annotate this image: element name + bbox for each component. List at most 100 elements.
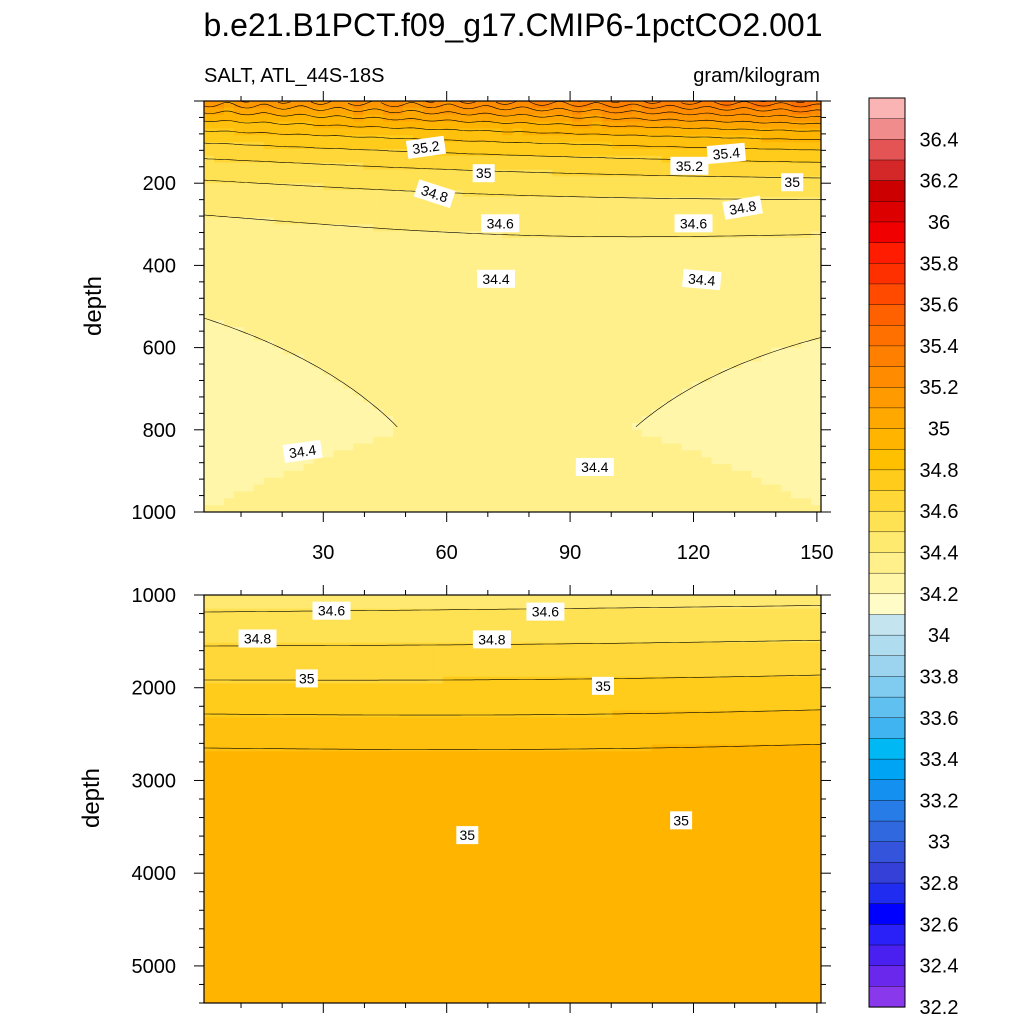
colorbar-label: 35 [928,419,950,441]
contour-label: 34.8 [472,630,511,649]
contour-label: 35 [592,676,614,695]
contour-line [204,214,821,238]
colorbar-swatch [868,593,906,616]
contour-line [204,179,821,200]
colorbar-swatch [868,944,906,967]
colorbar-swatch [868,758,906,781]
contour-label-text: 35 [595,678,611,694]
contour-label-text: 35 [299,670,315,686]
colorbar-swatch [868,738,906,760]
colorbar-swatch [868,572,906,595]
contour-label: 34.6 [674,214,713,233]
contour-label: 34.4 [477,269,515,288]
colorbar-swatch [868,180,906,202]
contour-label-text: 35.2 [411,137,440,157]
colorbar-swatch [868,97,906,120]
colorbar-swatch [868,159,906,182]
colorbar-swatch [868,696,906,719]
contour-label: 34.8 [238,629,277,648]
colorbar-label: 34.8 [920,460,959,482]
colorbar-swatch [868,862,906,884]
colorbar-swatch [868,510,906,533]
colorbar-swatch [868,283,906,306]
contour-line [204,639,821,647]
y-tick-label: 1000 [132,585,177,607]
colorbar-swatch [868,986,906,1008]
contour-label: 35.2 [670,156,709,175]
lower-y-axis-label: depth [78,768,105,828]
colorbar-swatch [868,717,906,740]
colorbar-label: 34.4 [920,543,959,565]
colorbar-swatch [868,614,906,636]
upper-title-left: SALT, ATL_44S-18S [204,65,384,87]
colorbar-swatch [868,201,906,223]
colorbar-swatch [868,325,906,347]
upper-contour-panel: 30 60 90 120 150 200 400 600 800 1000 35.2 35 34.8 34… [132,91,834,564]
colorbar-swatch [868,118,906,140]
colorbar-swatch [868,552,906,574]
contour-label: 34.6 [312,601,351,620]
colorbar-label: 33.8 [920,667,959,689]
colorbar-swatch [868,345,906,368]
y-tick-label: 4000 [132,863,177,885]
contour-line [204,158,821,179]
y-tick-label: 800 [143,420,176,442]
colorbar-frame [868,97,906,1008]
colorbar-label: 34.2 [920,584,959,606]
contour-line [204,709,821,716]
y-tick-label: 2000 [132,678,177,700]
colorbar-swatch [868,242,906,264]
colorbar-label: 34 [928,625,950,647]
colorbar-swatch [868,655,906,678]
colorbar-swatch [868,882,906,905]
colorbar-label: 34.6 [920,501,959,523]
contour-line [204,317,821,428]
contour-label-text: 34.4 [688,270,717,288]
contour-label: 34.6 [526,602,565,621]
contour-label: 34.4 [282,439,323,463]
colorbar-swatch [868,531,906,554]
upper-title-right: gram/kilogram [693,65,820,87]
colorbar-swatch [868,820,906,843]
contour-label-text: 34.6 [532,604,559,620]
contour-line [240,101,821,118]
colorbar-swatch [868,304,906,326]
colorbar-swatch [868,221,906,244]
colorbar-swatch [868,779,906,802]
contour-line [204,120,821,141]
contour-label-text: 34.8 [478,631,505,647]
contour-fill [204,101,821,512]
colorbar-swatch [868,469,906,492]
lower-contour-panel: 1000 2000 3000 4000 5000 34.6 34.6 34.8 34.8 35 35… [132,585,831,1013]
colorbar-swatch [868,449,906,471]
y-tick-label: 3000 [132,770,177,792]
colorbar-swatch [868,841,906,863]
contour-label-text: 35.4 [712,144,741,162]
colorbar-swatch [868,676,906,698]
colorbar-label: 33.6 [920,708,959,730]
colorbar-label: 32.4 [920,956,959,978]
colorbar-label: 33.4 [920,749,959,771]
page-title: b.e21.B1PCT.f09_g17.CMIP6-1pctCO2.001 [203,7,822,43]
contour-label-text: 35 [784,174,800,190]
contour-label: 35.4 [706,142,747,165]
y-tick-label: 1000 [132,502,177,524]
contour-line [204,744,821,750]
contour-label-text: 34.4 [482,271,509,287]
colorbar-swatch [868,634,906,657]
x-tick-label: 30 [312,542,334,564]
colorbar-swatch [868,965,906,987]
contour-lines [204,101,821,428]
colorbar-label: 36.2 [920,171,959,193]
contour-label: 35 [472,164,495,183]
colorbar-label: 35.4 [920,336,959,358]
contour-label: 35 [670,811,693,830]
contour-label: 35 [456,826,479,845]
contour-label: 35.2 [405,135,447,159]
colorbar-label: 35.8 [920,253,959,275]
y-tick-label: 5000 [132,956,177,978]
x-tick-label: 90 [559,542,581,564]
upper-y-axis-label: depth [80,276,107,336]
colorbar-swatch [868,387,906,409]
colorbar-swatch [868,924,906,946]
